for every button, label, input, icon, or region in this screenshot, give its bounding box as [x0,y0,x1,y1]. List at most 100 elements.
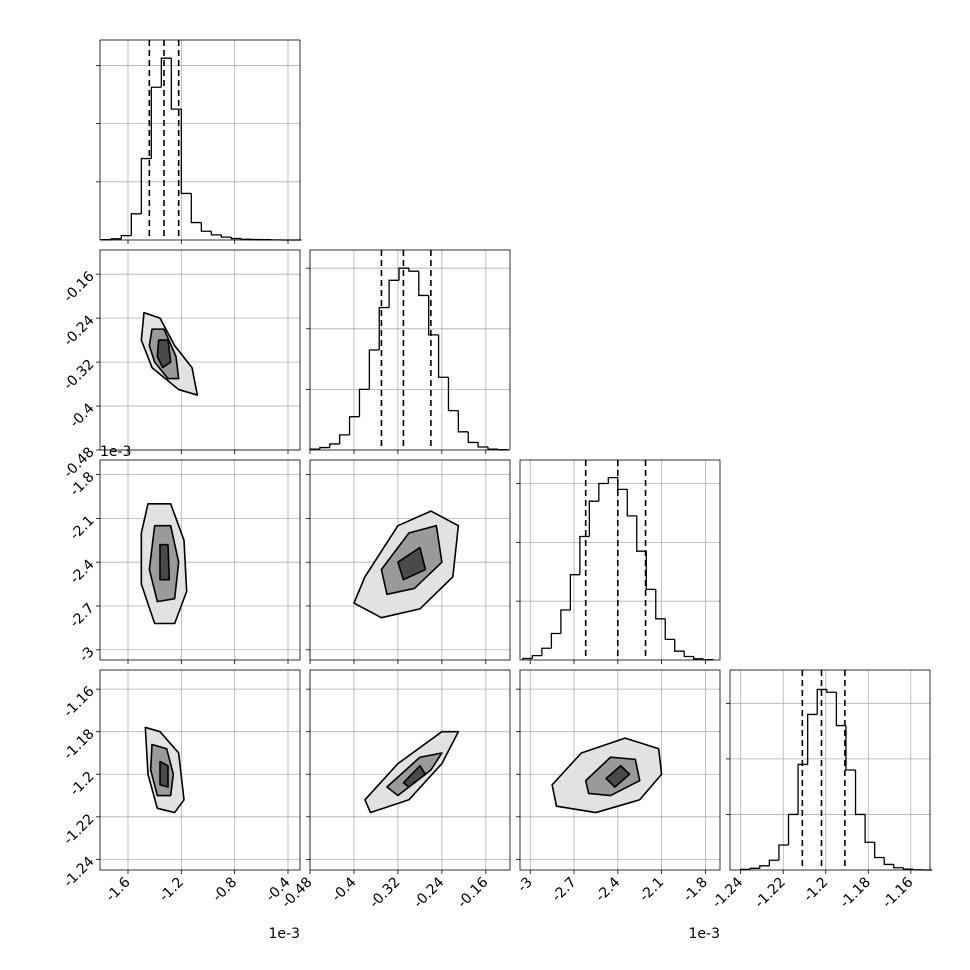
x-tick-label: -1.8 [680,874,711,905]
contour [402,764,427,788]
hist-step [826,689,837,693]
hist-step [329,443,340,448]
y-tick-label: -2.1 [67,513,98,544]
hist-step [230,237,242,240]
y-offset-text: 1e-3 [100,444,131,460]
x-offset-text: 1e-3 [689,926,720,942]
y-tick-label: -0.4 [67,400,98,431]
hist-step [607,476,618,484]
hist-step [787,813,799,845]
y-tick-label: -1.16 [61,683,98,720]
hist-step [835,692,846,727]
hist-step [408,268,419,272]
x-tick-label: -0.8 [210,874,241,905]
hist-step [759,865,770,869]
x-tick-label: -2.1 [637,874,668,905]
hist-step [190,193,202,224]
hist-step [140,157,152,214]
panel: -3 -2.7 -2.4 -2.1 -1.8 1e-3 [515,669,721,942]
axes-frame [309,249,511,451]
hist-step [874,842,885,859]
contour [156,339,172,369]
y-tick-label: -0.16 [61,268,98,305]
x-tick-label: -1.22 [752,874,789,911]
hist-step [418,271,429,297]
y-tick-label: -1.2 [67,769,98,800]
hist-step [522,657,533,660]
panel [516,459,721,664]
axes-frame [519,459,721,661]
hist-step [816,688,827,715]
x-tick-label: -1.2 [801,874,832,905]
hist-step [797,763,808,815]
hist-step [683,651,694,658]
hist-step [110,238,122,240]
hist-step [398,267,409,281]
hist-step [487,446,498,450]
hist-step [674,639,685,652]
x-tick-label: -0.24 [411,874,448,911]
hist-step [240,238,252,240]
hist-step [358,388,370,417]
y-tick-label: -2.4 [67,556,98,587]
hist-step [220,234,232,238]
axes-frame [99,459,301,661]
axes-frame [99,249,301,451]
hist-step [531,654,542,659]
hist-step [170,58,182,110]
y-tick-label: -1.24 [61,854,98,891]
hist-step [210,231,222,236]
hist-step [636,515,647,552]
y-tick-label: -1.18 [61,726,98,763]
hist-step [368,349,380,390]
axes-frame [309,669,511,871]
hist-step [749,867,760,870]
hist-step [598,482,609,502]
panel: -0.48-0.4-0.32-0.24-0.16 [279,669,511,911]
x-tick-label: -1.16 [880,874,917,911]
hist-step [388,279,400,308]
x-tick-label: -0.16 [455,874,492,911]
hist-step [778,844,789,861]
hist-step [180,109,192,195]
hist-step [768,859,779,866]
axes-frame [309,459,511,661]
panel: -0.48-0.4-0.32-0.24-0.16 [61,249,301,481]
hist-step [319,446,330,450]
axes-frame [99,669,301,871]
panel [306,249,511,454]
hist-step [130,213,142,236]
hist-step [120,234,132,239]
contour [159,760,169,788]
hist-step [447,377,459,412]
axes-frame [519,669,721,871]
x-tick-label: -1.2 [156,874,187,905]
hist-step [626,489,637,517]
hist-step [477,442,489,448]
panel [306,459,511,664]
panel: -1.24 -1.22 -1.2 -1.18 -1.16 [709,669,933,911]
y-tick-label: -0.24 [61,312,98,349]
y-tick-label: -3 [76,644,97,665]
hist-step [339,434,350,444]
x-tick-label: -2.7 [549,874,580,905]
hist-step [378,306,390,350]
hist-step [845,725,856,771]
x-tick-label: -0.4 [329,874,360,905]
hist-step [664,618,675,641]
axes-frame [729,669,931,871]
hist-step [467,431,479,444]
hist-step [588,500,599,537]
hist-step [428,295,439,336]
hist-step [200,222,212,232]
contour [159,543,171,581]
panel [96,39,302,244]
hist-step [150,86,162,159]
hist-step [160,57,172,88]
hist-step [807,713,818,765]
hist-step [854,770,866,816]
hist-step [569,574,580,610]
x-offset-text: 1e-3 [269,926,300,942]
hist-step [560,609,571,634]
x-tick-label: -2.4 [593,874,624,905]
